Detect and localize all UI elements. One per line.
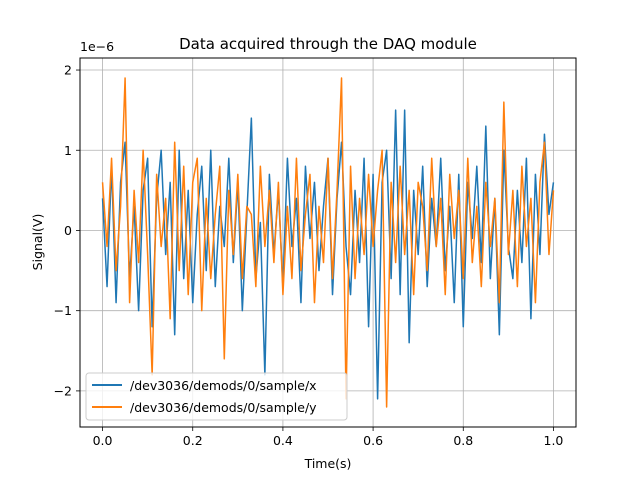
x-tick-label: 0.0: [93, 433, 113, 448]
chart-title: Data acquired through the DAQ module: [179, 35, 477, 53]
series-line-y: [101, 77, 555, 408]
legend-box: [85, 372, 348, 421]
y-tick-label: −1: [54, 303, 72, 318]
x-axis-label: Time(s): [304, 456, 352, 471]
y-tick-label: −2: [54, 383, 72, 398]
axes-frame: [79, 57, 577, 428]
y-axis-label: Signal(V): [30, 214, 45, 271]
legend: /dev3036/demods/0/sample/x /dev3036/demo…: [85, 372, 348, 421]
x-tick-label: 0.2: [183, 433, 203, 448]
y-tick-label: 2: [64, 63, 72, 78]
plot-series: [101, 77, 555, 408]
y-axis-ticks: −2 −1 0 1 2: [54, 63, 80, 398]
x-axis-ticks: 0.0 0.2 0.4 0.6 0.8 1.0: [93, 427, 564, 448]
x-tick-label: 0.4: [273, 433, 293, 448]
y-axis-offset-text: 1e−6: [80, 39, 114, 54]
x-tick-label: 0.6: [363, 433, 383, 448]
legend-label-y: /dev3036/demods/0/sample/y: [130, 400, 317, 415]
y-tick-label: 0: [64, 223, 72, 238]
x-tick-label: 0.8: [453, 433, 473, 448]
legend-label-x: /dev3036/demods/0/sample/x: [130, 378, 317, 393]
y-tick-label: 1: [64, 143, 72, 158]
x-tick-label: 1.0: [544, 433, 564, 448]
